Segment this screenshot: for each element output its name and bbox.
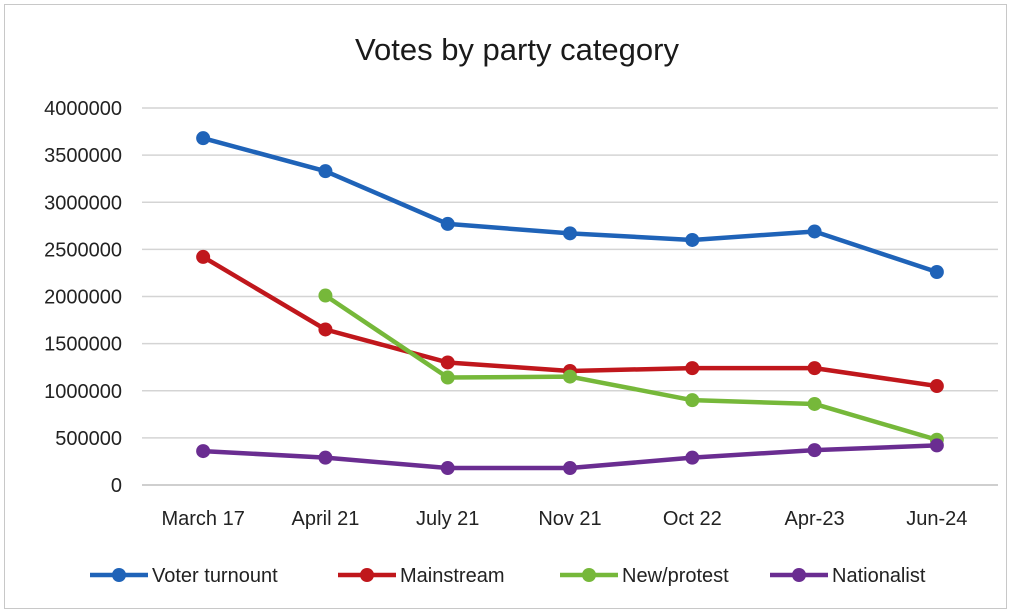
y-tick-label: 2000000 (44, 287, 122, 309)
series-line (323, 293, 940, 443)
y-tick-label: 4000000 (44, 98, 122, 120)
y-tick-label: 0 (111, 475, 122, 497)
data-point (563, 226, 577, 241)
data-point (929, 264, 944, 279)
x-tick-label: Oct 22 (663, 508, 722, 530)
x-axis: March 17 April 21 July 21 Nov 21 Oct 22 Apr-2… (161, 508, 967, 530)
y-tick-label: 1000000 (44, 381, 122, 403)
data-point (807, 361, 822, 376)
x-tick-label: Apr-23 (785, 508, 845, 530)
chart-frame (4, 4, 1007, 609)
x-tick-label: March 17 (161, 508, 244, 530)
data-point (318, 288, 333, 303)
legend-item: Mainstream (338, 565, 504, 587)
legend: Voter turnount Mainstream New/protest Natio… (90, 565, 926, 587)
legend-item: Voter turnount (90, 565, 278, 587)
series-voter-turnount (196, 131, 944, 279)
x-tick-label: Nov 21 (538, 508, 601, 530)
data-point (563, 461, 577, 476)
data-point (929, 379, 944, 394)
x-tick-label: Jun-24 (906, 508, 967, 530)
data-point (685, 232, 700, 247)
data-point (685, 361, 700, 376)
data-point (685, 393, 700, 408)
legend-marker (112, 568, 126, 582)
legend-label: Mainstream (400, 565, 504, 587)
legend-marker (582, 568, 596, 582)
legend-item: Nationalist (770, 565, 926, 587)
chart-title: Votes by party category (355, 32, 679, 67)
data-point (807, 224, 822, 239)
y-tick-label: 500000 (55, 428, 122, 450)
series-group (196, 131, 944, 476)
data-point (196, 249, 211, 264)
y-tick-label: 3500000 (44, 145, 122, 167)
series-nationalist (196, 438, 944, 476)
legend-marker (360, 568, 374, 582)
data-point (807, 443, 822, 458)
y-tick-label: 3000000 (44, 192, 122, 214)
data-point (807, 396, 822, 411)
data-point (685, 450, 700, 465)
y-axis: 0 500000 1000000 1500000 2000000 2500000 30000… (44, 98, 122, 497)
x-tick-label: July 21 (416, 508, 479, 530)
legend-label: New/protest (622, 565, 729, 587)
data-point (563, 369, 577, 384)
legend-item: New/protest (560, 565, 729, 587)
legend-marker (792, 568, 806, 582)
data-point (440, 370, 455, 385)
data-point (440, 461, 455, 476)
legend-label: Voter turnount (152, 565, 278, 587)
series-line (200, 135, 940, 275)
gridlines (142, 107, 998, 486)
data-point (440, 355, 455, 370)
data-point (196, 444, 211, 459)
data-point (440, 216, 455, 231)
data-point (318, 450, 333, 465)
data-point (318, 164, 333, 179)
data-point (318, 322, 333, 337)
y-tick-label: 2500000 (44, 239, 122, 261)
legend-label: Nationalist (832, 565, 926, 587)
data-point (196, 131, 211, 146)
x-tick-label: April 21 (292, 508, 360, 530)
data-point (929, 438, 944, 453)
y-tick-label: 1500000 (44, 334, 122, 356)
